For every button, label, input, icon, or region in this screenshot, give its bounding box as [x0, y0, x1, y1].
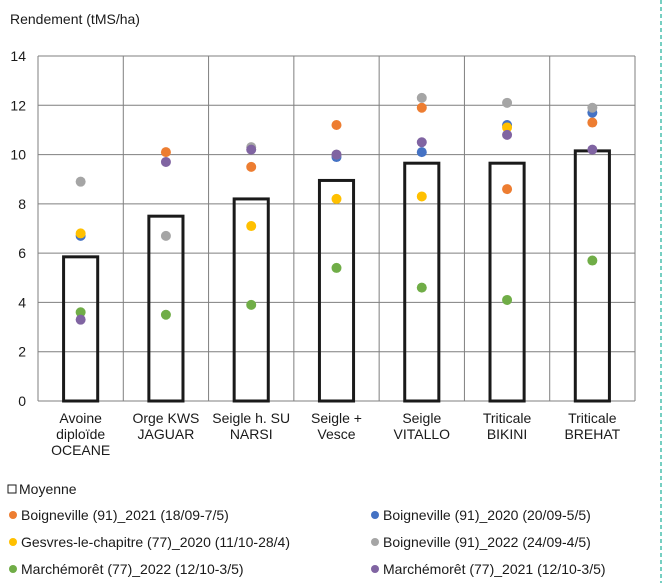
x-category-line: OCEANE	[51, 442, 110, 458]
point-s3-c1	[160, 230, 171, 241]
point-s0-c5	[502, 184, 513, 195]
point-s4-c4	[416, 282, 427, 293]
point-s3-c0	[75, 176, 86, 187]
x-category-label-1: Orge KWS JAGUAR	[132, 410, 199, 442]
x-category-label-0: Avoine diploïde OCEANE	[51, 410, 110, 458]
point-s0-c2	[246, 161, 257, 172]
point-s0-c3	[331, 120, 342, 130]
point-s5-c6	[587, 144, 598, 155]
point-s4-c6	[587, 255, 598, 266]
bar-moyenne-6	[573, 149, 611, 403]
y-tick-label-1: 2	[18, 344, 26, 360]
grid	[37, 55, 636, 402]
bar-moyenne-2	[232, 197, 270, 403]
point-s0-c1	[160, 147, 171, 158]
x-category-line: Orge KWS	[132, 410, 199, 426]
x-category-label-4: Seigle VITALLO	[394, 410, 451, 442]
point-s5-c3	[331, 149, 342, 160]
x-category-labels: Avoine diploïde OCEANE Orge KWS JAGUAR Seigle…	[51, 410, 621, 458]
point-s1-c4	[416, 147, 427, 158]
legend-marker-1	[371, 511, 379, 519]
x-category-line: BIKINI	[487, 426, 527, 442]
x-category-line: BREHAT	[564, 426, 620, 442]
x-category-line: Seigle h. SU	[212, 410, 290, 426]
point-s0-c6	[587, 117, 598, 128]
legend-marker-moyenne	[7, 484, 17, 494]
bar-moyenne-3	[317, 178, 356, 403]
y-tick-labels: 0 2 4 6 8 10 12 14	[10, 48, 26, 409]
legend-label-3: Boigneville (91)_2022 (24/09-4/5)	[383, 534, 591, 550]
bars	[62, 149, 611, 403]
legend-label-moyenne: Moyenne	[19, 481, 77, 497]
y-tick-label-6: 12	[10, 97, 26, 113]
point-s5-c1	[160, 156, 171, 167]
y-tick-label-7: 14	[10, 48, 26, 64]
legend: Moyenne Boigneville (91)_2021 (18/09-7/5)…	[7, 481, 606, 577]
point-s2-c0	[75, 228, 86, 239]
point-s2-c5	[502, 122, 513, 133]
point-s3-c6	[587, 102, 598, 113]
x-category-line: Seigle +	[311, 410, 362, 426]
x-category-line: Triticale	[568, 410, 617, 426]
data-points	[75, 92, 598, 325]
x-category-line: Triticale	[483, 410, 532, 426]
point-s4-c3	[331, 262, 342, 273]
point-s5-c5	[502, 129, 513, 140]
point-s2-c4	[416, 191, 427, 202]
legend-label-0: Boigneville (91)_2021 (18/09-7/5)	[21, 507, 229, 523]
point-s4-c5	[502, 294, 513, 305]
y-tick-label-3: 6	[18, 245, 26, 261]
y-tick-label-5: 10	[10, 147, 26, 163]
x-category-label-6: Triticale BREHAT	[564, 410, 620, 442]
x-category-label-3: Seigle + Vesce	[311, 410, 362, 442]
point-s0-c4	[416, 102, 427, 113]
point-s5-c4	[416, 137, 427, 148]
legend-marker-2	[9, 538, 17, 546]
y-axis-title: Rendement (tMS/ha)	[10, 11, 140, 27]
point-s2-c3	[331, 193, 342, 204]
y-tick-label-4: 8	[18, 196, 26, 212]
point-s3-c4	[416, 92, 427, 103]
point-s5-c0	[75, 314, 86, 325]
x-category-label-2: Seigle h. SU NARSI	[212, 410, 290, 442]
point-s4-c1	[160, 309, 171, 320]
y-tick-label-2: 4	[18, 294, 26, 310]
x-category-line: VITALLO	[394, 426, 451, 442]
point-s4-c2	[246, 299, 257, 310]
x-category-line: Avoine	[59, 410, 102, 426]
x-category-line: Seigle	[402, 410, 441, 426]
y-tick-label-0: 0	[18, 393, 26, 409]
legend-marker-3	[371, 538, 379, 546]
point-s4-c0	[75, 307, 86, 318]
x-category-label-5: Triticale BIKINI	[483, 410, 532, 442]
legend-marker-4	[9, 565, 17, 573]
x-category-line: diploïde	[56, 426, 105, 442]
point-s2-c2	[246, 221, 257, 232]
bar-moyenne-0	[62, 255, 100, 403]
x-category-line: JAGUAR	[138, 426, 195, 442]
legend-label-4: Marchémorêt (77)_2022 (12/10-3/5)	[21, 561, 244, 577]
legend-label-2: Gesvres-le-chapitre (77)_2020 (11/10-28/…	[21, 534, 290, 550]
legend-marker-5	[371, 565, 379, 573]
legend-label-1: Boigneville (91)_2020 (20/09-5/5)	[383, 507, 591, 523]
x-category-line: Vesce	[317, 426, 355, 442]
point-s3-c5	[502, 97, 513, 108]
bar-moyenne-1	[147, 214, 185, 403]
legend-label-5: Marchémorêt (77)_2021 (12/10-3/5)	[383, 561, 606, 577]
bar-moyenne-4	[403, 161, 441, 403]
legend-marker-0	[9, 511, 17, 519]
bar-moyenne-5	[488, 161, 526, 403]
point-s5-c2	[246, 144, 257, 155]
x-category-line: NARSI	[230, 426, 273, 442]
